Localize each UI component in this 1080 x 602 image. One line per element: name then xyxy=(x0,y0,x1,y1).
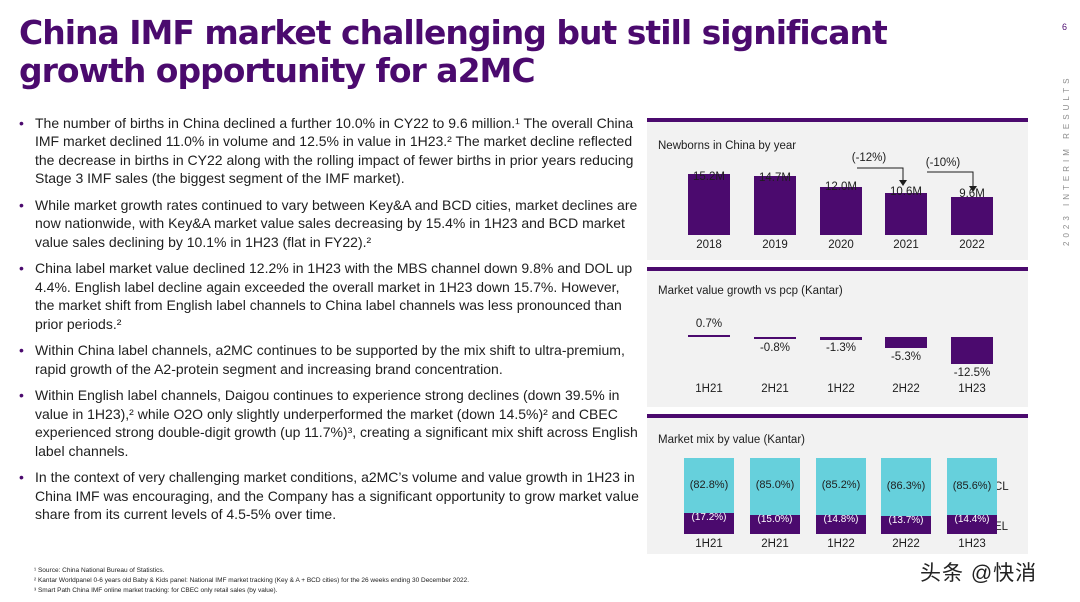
growth-bar xyxy=(688,335,730,337)
newborns-value-label: 12.0M xyxy=(811,181,871,193)
mix-el-label: (14.8%) xyxy=(811,514,871,525)
newborns-year-label: 2019 xyxy=(745,239,805,251)
growth-chart-panel: Market value growth vs pcp (Kantar) 0.7%… xyxy=(647,267,1028,407)
growth-bar xyxy=(820,337,862,340)
mix-chart-title: Market mix by value (Kantar) xyxy=(658,434,805,446)
footnote: ² Kantar Worldpanel 0-6 years old Baby &… xyxy=(34,576,469,586)
footnote: ³ Smart Path China IMF online market tra… xyxy=(34,586,469,596)
bullet-item: Within China label channels, a2MC contin… xyxy=(19,341,639,378)
growth-period-label: 2H21 xyxy=(745,383,805,395)
side-label: 2023 INTERIM RESULTS xyxy=(1062,75,1071,246)
mix-period-label: 1H23 xyxy=(942,538,1002,550)
mix-chart-panel: Market mix by value (Kantar) CL EL (82.8… xyxy=(647,414,1028,554)
newborns-value-label: 9.6M xyxy=(942,188,1002,200)
growth-bar xyxy=(754,337,796,339)
growth-period-label: 1H22 xyxy=(811,383,871,395)
mix-cl-label: (85.2%) xyxy=(811,479,871,491)
newborns-chart-panel: Newborns in China by year (-12%) (-10%) … xyxy=(647,118,1028,260)
mix-el-label: (17.2%) xyxy=(679,512,739,523)
page-number: 6 xyxy=(1062,22,1067,32)
bullet-item: Within English label channels, Daigou co… xyxy=(19,386,639,460)
newborns-bar xyxy=(885,193,927,235)
mix-el-label: (13.7%) xyxy=(876,515,936,526)
newborns-value-label: 15.2M xyxy=(679,171,739,183)
growth-bar xyxy=(885,337,927,348)
page-title: China IMF market challenging but still s… xyxy=(19,14,919,90)
growth-period-label: 1H21 xyxy=(679,383,739,395)
growth-value-label: -12.5% xyxy=(942,367,1002,379)
bullet-list: The number of births in China declined a… xyxy=(19,114,639,532)
growth-bar xyxy=(951,337,993,364)
growth-period-label: 1H23 xyxy=(942,383,1002,395)
mix-el-label: (15.0%) xyxy=(745,514,805,525)
mix-cl-label: (82.8%) xyxy=(679,479,739,491)
newborns-year-label: 2018 xyxy=(679,239,739,251)
newborns-bar xyxy=(688,174,730,235)
mix-period-label: 2H22 xyxy=(876,538,936,550)
mix-cl-label: (85.6%) xyxy=(942,480,1002,492)
footnote: ¹ Source: China National Bureau of Stati… xyxy=(34,566,469,576)
footnotes: ¹ Source: China National Bureau of Stati… xyxy=(34,566,469,596)
watermark: 头条 @快消 xyxy=(920,557,1037,587)
growth-value-label: -5.3% xyxy=(876,351,936,363)
mix-cl-label: (85.0%) xyxy=(745,479,805,491)
growth-chart-title: Market value growth vs pcp (Kantar) xyxy=(658,285,843,297)
newborns-bar xyxy=(820,187,862,235)
newborns-value-label: 10.6M xyxy=(876,186,936,198)
mix-period-label: 1H21 xyxy=(679,538,739,550)
newborns-bar xyxy=(951,197,993,235)
newborns-year-label: 2021 xyxy=(876,239,936,251)
mix-cl-label: (86.3%) xyxy=(876,480,936,492)
growth-value-label: -1.3% xyxy=(811,342,871,354)
growth-period-label: 2H22 xyxy=(876,383,936,395)
bullet-item: The number of births in China declined a… xyxy=(19,114,639,188)
newborns-bar xyxy=(754,176,796,235)
bullet-item: While market growth rates continued to v… xyxy=(19,196,639,251)
growth-value-label: -0.8% xyxy=(745,342,805,354)
newborns-year-label: 2022 xyxy=(942,239,1002,251)
growth-value-label: 0.7% xyxy=(679,318,739,330)
newborns-year-label: 2020 xyxy=(811,239,871,251)
mix-period-label: 1H22 xyxy=(811,538,871,550)
bullet-item: China label market value declined 12.2% … xyxy=(19,259,639,333)
newborns-value-label: 14.7M xyxy=(745,172,805,184)
mix-period-label: 2H21 xyxy=(745,538,805,550)
bullet-item: In the context of very challenging marke… xyxy=(19,468,639,523)
mix-el-label: (14.4%) xyxy=(942,514,1002,525)
